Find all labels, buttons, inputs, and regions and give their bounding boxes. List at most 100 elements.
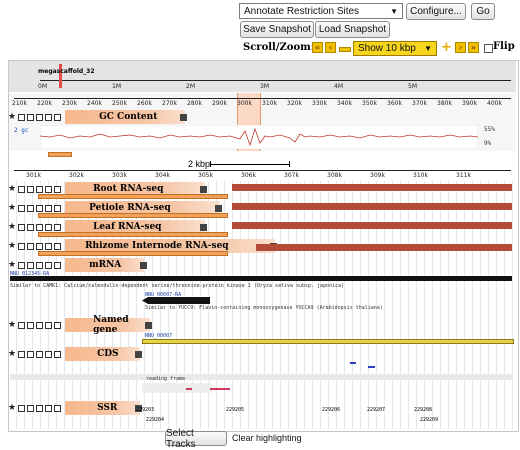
favorite-star-icon[interactable]: ★ (8, 184, 17, 194)
track-help-icon[interactable] (45, 261, 53, 269)
track-config-icon[interactable] (27, 204, 35, 212)
leaf-track-label[interactable]: Leaf RNA-seq (65, 220, 208, 234)
track-download-icon[interactable] (36, 185, 44, 193)
track-close-icon[interactable] (54, 261, 62, 269)
track-config-icon[interactable] (27, 223, 35, 231)
track-download-icon[interactable] (36, 204, 44, 212)
track-help-icon[interactable] (45, 242, 53, 250)
track-close-icon[interactable] (54, 113, 62, 121)
cds-track-label[interactable]: CDS (65, 347, 143, 361)
track-close-icon[interactable] (54, 185, 62, 193)
track-close-icon[interactable] (54, 404, 62, 412)
ssr-feature-label[interactable]: 229204 (146, 417, 165, 423)
mrna-feature[interactable] (10, 276, 512, 281)
scroll-right-icon[interactable]: › (455, 42, 466, 53)
root-rnaseq-feature[interactable] (232, 184, 512, 191)
cds-feature-1[interactable] (350, 362, 356, 364)
drag-handle-icon[interactable] (145, 321, 153, 329)
zoom-out-icon[interactable] (339, 47, 351, 52)
track-help-icon[interactable] (45, 204, 53, 212)
track-share-icon[interactable] (18, 261, 26, 269)
track-download-icon[interactable] (36, 223, 44, 231)
zoom-in-icon[interactable]: + (441, 40, 452, 55)
drag-handle-icon[interactable] (135, 404, 143, 412)
favorite-star-icon[interactable]: ★ (8, 222, 17, 232)
favorite-star-icon[interactable]: ★ (8, 260, 17, 270)
leaf-coverage-bar[interactable] (38, 232, 228, 237)
ssr-feature-label[interactable]: 229207 (367, 407, 386, 413)
track-download-icon[interactable] (36, 321, 44, 329)
scroll-left-icon[interactable]: ‹ (325, 42, 336, 53)
petiole-track-label[interactable]: Petiole RNA-seq (65, 201, 223, 215)
track-share-icon[interactable] (18, 223, 26, 231)
drag-handle-icon[interactable] (200, 185, 208, 193)
track-config-icon[interactable] (27, 261, 35, 269)
track-share-icon[interactable] (18, 185, 26, 193)
track-help-icon[interactable] (45, 350, 53, 358)
ssr-feature-label[interactable]: 229205 (226, 407, 245, 413)
track-close-icon[interactable] (54, 242, 62, 250)
track-close-icon[interactable] (54, 321, 62, 329)
detail-region-marker[interactable] (48, 152, 72, 157)
gc-track-label[interactable]: GC Content (65, 110, 188, 124)
track-config-icon[interactable] (27, 185, 35, 193)
scroll-far-left-icon[interactable]: « (312, 42, 323, 53)
named-gene-feature[interactable] (142, 339, 514, 344)
track-share-icon[interactable] (18, 113, 26, 121)
ssr-feature-label[interactable]: 229203 (136, 407, 155, 413)
mrna-track-label[interactable]: mRNA (65, 258, 148, 272)
plugin-select[interactable]: Annotate Restriction Sites ▼ (239, 3, 403, 19)
track-share-icon[interactable] (18, 321, 26, 329)
petiole-rnaseq-feature[interactable] (232, 203, 512, 210)
favorite-star-icon[interactable]: ★ (8, 349, 17, 359)
rhizome-rnaseq-feature[interactable] (256, 244, 512, 251)
track-share-icon[interactable] (18, 404, 26, 412)
drag-handle-icon[interactable] (135, 350, 143, 358)
track-download-icon[interactable] (36, 113, 44, 121)
zoom-select[interactable]: Show 10 kbp ▼ (353, 41, 437, 56)
rhizome-coverage-bar[interactable] (38, 251, 228, 256)
drag-handle-icon[interactable] (200, 223, 208, 231)
track-help-icon[interactable] (45, 404, 53, 412)
save-snapshot-button[interactable]: Save Snapshot (240, 21, 314, 38)
clear-highlighting-link[interactable]: Clear highlighting (232, 433, 302, 443)
ssr-feature-label[interactable]: 229209 (420, 417, 439, 423)
track-download-icon[interactable] (36, 261, 44, 269)
ssr-track-label[interactable]: SSR (65, 401, 143, 415)
track-help-icon[interactable] (45, 321, 53, 329)
root-track-label[interactable]: Root RNA-seq (65, 182, 208, 196)
track-config-icon[interactable] (27, 113, 35, 121)
track-config-icon[interactable] (27, 350, 35, 358)
track-share-icon[interactable] (18, 242, 26, 250)
named-gene-track-label[interactable]: Named gene (65, 315, 153, 335)
reading-frame-feature-small[interactable] (186, 388, 192, 390)
track-config-icon[interactable] (27, 321, 35, 329)
scroll-far-right-icon[interactable]: » (468, 42, 479, 53)
favorite-star-icon[interactable]: ★ (8, 112, 17, 122)
track-help-icon[interactable] (45, 223, 53, 231)
favorite-star-icon[interactable]: ★ (8, 203, 17, 213)
mrna2-feature[interactable] (142, 297, 210, 304)
go-button[interactable]: Go (471, 3, 495, 20)
root-coverage-bar[interactable] (38, 194, 228, 199)
drag-handle-icon[interactable] (215, 204, 223, 212)
ssr-feature-label[interactable]: 229208 (414, 407, 433, 413)
cds-feature-2[interactable] (368, 366, 375, 368)
track-download-icon[interactable] (36, 350, 44, 358)
track-download-icon[interactable] (36, 242, 44, 250)
ssr-feature-label[interactable]: 229206 (322, 407, 341, 413)
track-config-icon[interactable] (27, 242, 35, 250)
load-snapshot-button[interactable]: Load Snapshot (315, 21, 390, 38)
drag-handle-icon[interactable] (140, 261, 148, 269)
overview-position-marker[interactable] (59, 64, 62, 88)
track-close-icon[interactable] (54, 223, 62, 231)
select-tracks-button[interactable]: Select Tracks (165, 428, 227, 450)
track-close-icon[interactable] (54, 204, 62, 212)
configure-button[interactable]: Configure... (406, 3, 466, 20)
track-config-icon[interactable] (27, 404, 35, 412)
track-help-icon[interactable] (45, 113, 53, 121)
leaf-rnaseq-feature[interactable] (232, 222, 512, 229)
petiole-coverage-bar[interactable] (38, 213, 228, 218)
track-share-icon[interactable] (18, 350, 26, 358)
favorite-star-icon[interactable]: ★ (8, 320, 17, 330)
